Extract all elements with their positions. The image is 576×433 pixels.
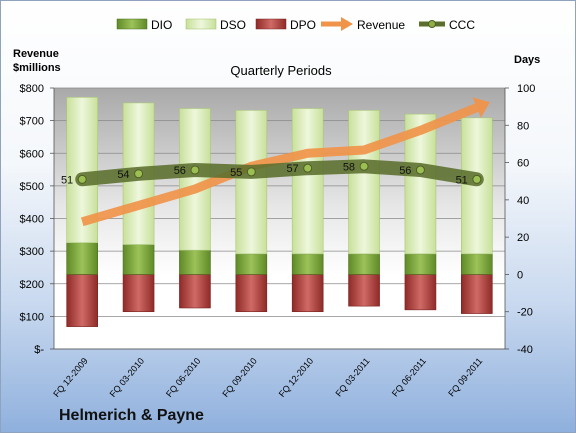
- ccc-point: [359, 161, 369, 171]
- bar-dso: [348, 110, 380, 255]
- legend-label-dpo: DPO: [290, 18, 316, 32]
- ccc-point: [134, 169, 144, 179]
- ccc-point: [246, 167, 256, 177]
- left-tick-label: $200: [20, 279, 44, 291]
- bar-dpo: [461, 274, 493, 314]
- right-tick-label: -40: [517, 344, 533, 356]
- bar-dio: [461, 253, 493, 275]
- bar-dso: [235, 110, 268, 255]
- revenue-arrowhead: [472, 97, 490, 118]
- legend-label-revenue: Revenue: [357, 18, 405, 32]
- bar-dso: [179, 108, 211, 251]
- ccc-point: [190, 165, 200, 175]
- bar-dio: [66, 242, 98, 275]
- right-axis-title: Days: [514, 54, 540, 66]
- bar-dio: [235, 253, 268, 275]
- x-tick-label: FQ 09-2011: [446, 356, 484, 399]
- bar-dpo: [66, 274, 98, 327]
- ccc-data-label: 55: [230, 167, 242, 179]
- ccc-data-label: 56: [174, 165, 186, 177]
- left-tick-label: $300: [20, 246, 44, 258]
- bar-dpo: [235, 274, 268, 313]
- legend-swatch-dso: [185, 18, 217, 30]
- left-tick-label: $700: [20, 116, 44, 128]
- left-axis-title-line1: Revenue: [13, 48, 59, 60]
- ccc-point: [77, 174, 87, 184]
- x-tick-label: FQ 09-2010: [220, 356, 259, 399]
- left-tick-label: $800: [20, 83, 44, 95]
- bar-dso: [291, 108, 324, 255]
- ccc-data-label: 56: [399, 165, 411, 177]
- legend-swatch-dpo: [255, 18, 287, 30]
- legend-label-dio: DIO: [151, 18, 172, 32]
- bar-dio: [404, 253, 437, 275]
- left-tick-label: $500: [20, 181, 44, 193]
- legend-swatch-ccc: [419, 20, 445, 28]
- bar-dio: [179, 249, 211, 275]
- revenue-line: [80, 103, 479, 227]
- right-tick-label: 60: [517, 158, 529, 170]
- ccc-data-label: 51: [456, 174, 468, 186]
- left-tick-label: $600: [20, 148, 44, 160]
- left-tick-label: $400: [20, 214, 44, 226]
- ccc-data-label: 58: [343, 161, 355, 173]
- ccc-line: [75, 159, 484, 187]
- bar-dpo: [179, 274, 211, 309]
- legend: DIO DSO DPO Revenue CCC: [116, 17, 475, 32]
- x-tick-label: FQ 03-2010: [108, 356, 147, 399]
- legend-swatch-dio: [116, 18, 148, 30]
- bar-dpo: [348, 274, 380, 307]
- chart-title: Quarterly Periods: [230, 63, 332, 78]
- lines: 51 54 56 55 57 58 56 51: [61, 97, 490, 227]
- bar-dpo: [122, 274, 155, 313]
- bar-dpo: [291, 274, 324, 313]
- right-tick-label: 0: [517, 269, 523, 281]
- right-tick-label: -20: [517, 307, 533, 319]
- left-tick-label: $100: [20, 311, 44, 323]
- ccc-data-label: 57: [286, 163, 298, 175]
- company-name: Helmerich & Payne: [59, 407, 204, 424]
- x-tick-label: FQ 06-2011: [390, 356, 428, 399]
- x-tick-label: FQ 12-2010: [277, 356, 316, 399]
- ccc-point: [303, 163, 313, 173]
- ccc-point: [472, 174, 482, 184]
- x-tick-label: FQ 12-2009: [51, 356, 90, 399]
- bar-dpo: [404, 274, 437, 311]
- bar-dio: [348, 253, 380, 275]
- legend-label-dso: DSO: [220, 18, 246, 32]
- right-tick-label: 80: [517, 120, 529, 132]
- legend-swatch-revenue: [321, 17, 353, 31]
- right-tick-label: 40: [517, 195, 529, 207]
- ccc-point: [415, 165, 425, 175]
- bar-dio: [291, 253, 324, 275]
- ccc-data-label: 54: [117, 169, 129, 181]
- legend-label-ccc: CCC: [449, 18, 475, 32]
- right-tick-label: 20: [517, 232, 529, 244]
- bar-dio: [122, 244, 155, 275]
- left-tick-label: $-: [34, 344, 44, 356]
- left-axis-title-line2: $millions: [13, 62, 61, 74]
- x-tick-label: FQ 06-2010: [164, 356, 203, 399]
- ccc-data-label: 51: [61, 174, 73, 186]
- right-tick-label: 100: [517, 83, 535, 95]
- x-tick-label: FQ 03-2011: [333, 356, 371, 399]
